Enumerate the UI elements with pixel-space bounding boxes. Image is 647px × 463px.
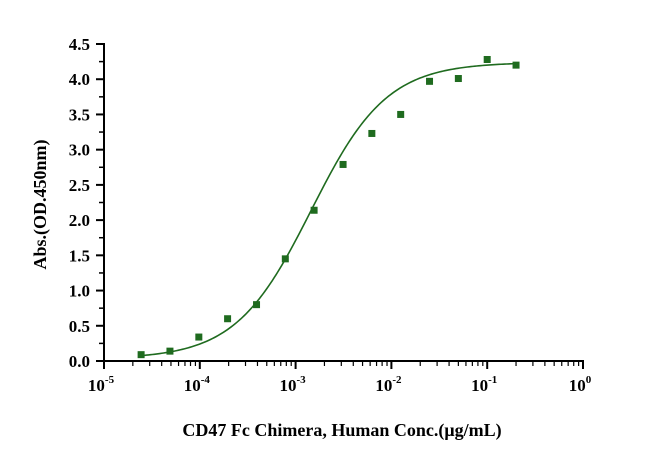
x-tick-label: 10-3 [280,374,307,395]
x-tick-label: 10-4 [184,374,211,395]
x-tick-label: 100 [569,374,592,395]
data-point [454,75,462,83]
y-tick-label: 1.5 [69,246,90,265]
x-tick-label: 10-1 [471,374,497,395]
data-point [137,351,145,359]
data-point [426,77,434,85]
y-tick-label: 0.5 [69,317,90,336]
data-point [224,315,232,323]
y-tick-label: 2.5 [69,176,90,195]
y-tick-label: 4.0 [69,70,90,89]
y-ticks: 0.0 0.5 1.0 1.5 2.0 2.5 3.0 3.5 4.0 4.5 [69,35,104,371]
data-point [310,206,318,214]
x-tick-label: 10-2 [375,374,402,395]
data-point [339,160,347,168]
data-point [512,61,520,69]
fit-curve [141,62,517,357]
data-point [483,55,491,63]
data-point [253,301,261,309]
data-point [195,333,203,341]
data-point [368,129,376,137]
y-tick-label: 2.0 [69,211,90,230]
axes [103,43,584,362]
data-points [137,55,520,359]
data-point [281,255,289,263]
x-axis-label: CD47 Fc Chimera, Human Conc.(μg/mL) [182,420,501,441]
data-point [397,110,405,118]
data-point [166,347,174,355]
x-tick-label: 10-5 [88,374,115,395]
y-tick-label: 0.0 [69,352,90,371]
y-axis-label: Abs.(OD.450nm) [30,139,51,269]
y-tick-label: 4.5 [69,35,90,54]
y-tick-label: 1.0 [69,282,90,301]
y-tick-label: 3.0 [69,141,90,160]
x-ticks: 10-5 10-4 10-3 10-2 10-1 100 [88,361,592,395]
y-tick-label: 3.5 [69,105,90,124]
